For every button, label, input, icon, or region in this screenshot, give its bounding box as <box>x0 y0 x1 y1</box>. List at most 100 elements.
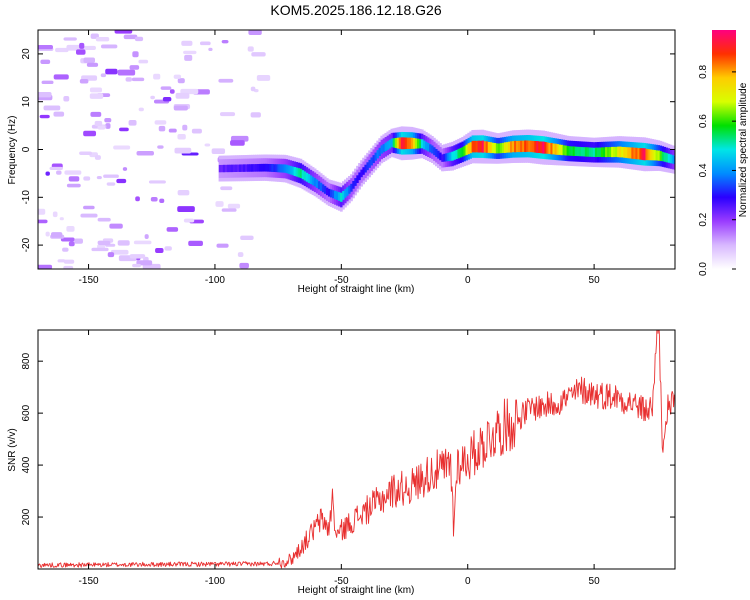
ridge-core-cell <box>220 164 224 173</box>
x-tick-label: -150 <box>79 275 99 286</box>
noise-cell <box>117 240 130 246</box>
noise-cell <box>41 80 54 84</box>
noise-cell <box>113 145 131 150</box>
ridge-core-cell <box>265 163 268 172</box>
ridge-core-cell <box>251 164 254 172</box>
noise-cell <box>177 206 195 212</box>
ridge-core-cell <box>497 143 501 154</box>
x-tick-label: -150 <box>79 576 99 587</box>
ridge-core-cell <box>301 170 305 180</box>
ridge-core-cell <box>419 138 422 149</box>
ridge-core-cell <box>665 153 669 163</box>
ridge-core-cell <box>451 151 454 161</box>
noise-cell <box>94 120 103 127</box>
noise-cell <box>104 118 112 123</box>
ridge-core-cell <box>271 164 274 172</box>
ridge-core-cell <box>619 146 622 158</box>
ridge-core-cell <box>445 153 448 162</box>
noise-cell <box>138 59 149 64</box>
ridge-core-cell <box>524 140 527 153</box>
ridge-core-cell <box>560 144 563 156</box>
noise-cell <box>162 96 172 102</box>
ridge-core-cell <box>398 137 402 149</box>
x-tick-label: -100 <box>205 576 225 587</box>
ridge-core-cell <box>601 147 604 158</box>
noise-cell <box>105 68 118 75</box>
ridge-core-cell <box>540 141 543 154</box>
x-tick-label: 0 <box>465 275 471 286</box>
ridge-core-cell <box>374 152 377 161</box>
ridge-core-cell <box>463 145 466 156</box>
noise-cell <box>148 180 166 184</box>
noise-cell <box>38 45 54 50</box>
ridge-core-cell <box>386 141 390 150</box>
noise-cell <box>122 167 128 171</box>
ridge-core-cell <box>453 150 456 160</box>
ridge-core-cell <box>473 140 476 153</box>
ridge-core-cell <box>416 138 420 149</box>
ridge-core-cell <box>538 141 541 154</box>
ridge-core-cell <box>455 149 458 159</box>
ridge-core-cell <box>629 147 632 159</box>
noise-cell <box>117 69 136 76</box>
ridge-core-cell <box>645 148 648 161</box>
ridge-core-cell <box>499 143 503 154</box>
noise-cell <box>177 133 186 140</box>
ridge-core-cell <box>321 184 325 193</box>
ridge-core-cell <box>269 164 272 172</box>
spectrogram-cells <box>38 30 675 269</box>
ridge-core-cell <box>230 164 234 173</box>
spectrogram-y-ticks: -20 -10 0 10 20 <box>21 48 675 252</box>
ridge-core-cell <box>315 179 319 188</box>
noise-cell <box>150 196 158 202</box>
noise-cell <box>39 114 50 119</box>
noise-cell <box>256 75 271 81</box>
colorbar-tick-label: 0.8 <box>698 64 709 78</box>
noise-cell <box>164 246 172 251</box>
noise-cell <box>204 143 211 147</box>
ridge-core-cell <box>514 140 517 153</box>
ridge-core-cell <box>669 154 673 164</box>
ridge-core-cell <box>330 189 333 198</box>
noise-cell <box>56 170 62 175</box>
ridge-core-cell <box>530 140 533 153</box>
ridge-core-cell <box>423 140 426 150</box>
ridge-core-cell <box>247 164 250 172</box>
y-tick-label: 0 <box>21 146 32 152</box>
ridge-core-cell <box>651 149 654 161</box>
snr-plot-area <box>38 330 675 569</box>
ridge-core-cell <box>609 147 612 158</box>
ridge-core-cell <box>590 147 594 157</box>
ridge-core-cell <box>562 145 565 156</box>
ridge-core-cell <box>429 144 432 153</box>
noise-cell <box>132 51 139 58</box>
snr-x-ticks: -150 -100 -50 0 50 <box>79 330 600 587</box>
ridge-core-cell <box>334 190 337 200</box>
noise-cell <box>79 78 89 84</box>
ridge-core-cell <box>317 181 321 190</box>
ridge-core-cell <box>285 164 288 174</box>
ridge-core-cell <box>615 146 618 158</box>
ridge-core-cell <box>471 140 474 153</box>
y-tick-label: 20 <box>21 48 32 60</box>
ridge-core-cell <box>433 147 436 156</box>
noise-cell <box>63 265 74 269</box>
noise-cell <box>215 201 224 207</box>
ridge-core-cell <box>586 147 590 157</box>
y-tick-label: -20 <box>21 237 32 252</box>
noise-cell <box>66 226 75 232</box>
ridge-core-cell <box>659 151 663 161</box>
ridge-core-cell <box>384 142 388 152</box>
noise-cell <box>174 147 192 154</box>
ridge-core-cell <box>435 148 438 157</box>
ridge-core-cell <box>574 146 578 156</box>
ridge-core-cell <box>425 141 428 151</box>
ridge-core-cell <box>653 150 656 161</box>
ridge-core-cell <box>544 142 547 154</box>
ridge-core-cell <box>226 164 230 173</box>
ridge-core-cell <box>641 148 644 161</box>
ridge-core-cell <box>613 146 616 158</box>
ridge-core-cell <box>467 143 470 155</box>
